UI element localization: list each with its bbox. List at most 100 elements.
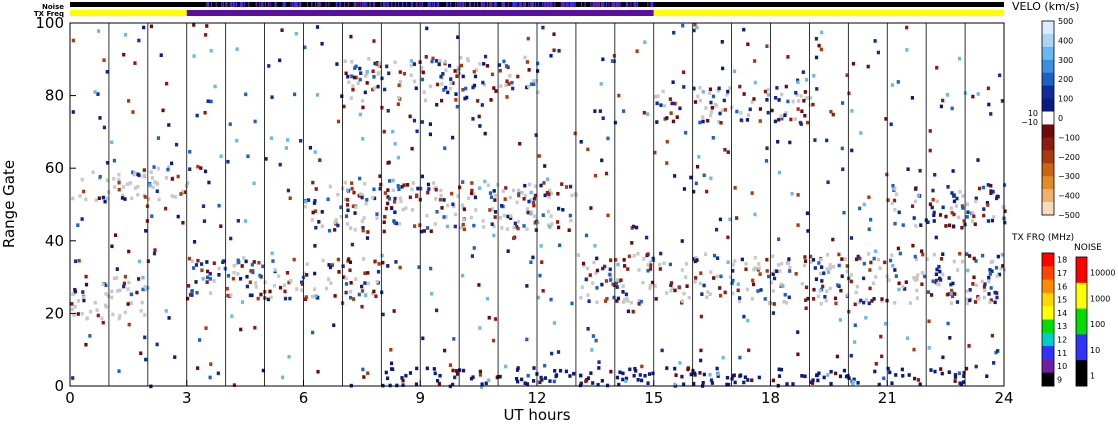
scatter-cell [670, 286, 674, 291]
scatter-cell [736, 288, 740, 293]
scatter-cell [330, 263, 335, 267]
scatter-cell [906, 336, 910, 340]
noise-fleck [387, 2, 389, 7]
scatter-cell [697, 155, 701, 159]
scatter-cell [586, 293, 590, 298]
scatter-cell [958, 251, 962, 256]
scatter-cell [442, 215, 446, 219]
noise-fleck [339, 2, 341, 7]
scatter-cell [278, 162, 282, 167]
scatter-cell [665, 366, 669, 370]
scatter-cell [912, 216, 916, 220]
scatter-cell [598, 109, 602, 113]
scatter-cell [485, 296, 490, 301]
scatter-cell [987, 102, 991, 107]
scatter-cell [532, 203, 536, 208]
scatter-cell [886, 366, 890, 371]
scatter-cell [783, 113, 787, 118]
scatter-cell [811, 102, 815, 107]
scatter-cell [643, 373, 647, 378]
scatter-cell [819, 47, 823, 52]
scatter-cell [655, 120, 659, 124]
scatter-cell [206, 269, 210, 274]
scatter-cell [196, 258, 200, 263]
scatter-cell [482, 225, 486, 229]
scatter-cell [716, 372, 720, 376]
scatter-cell [531, 79, 536, 83]
scatter-cell [669, 281, 674, 285]
scatter-cell [358, 176, 362, 181]
scatter-cell [698, 98, 702, 103]
scatter-cell [961, 194, 965, 198]
scatter-cell [945, 93, 950, 97]
scatter-cell [625, 296, 629, 301]
scatter-cell [532, 366, 536, 370]
scatter-cell [553, 368, 557, 373]
scatter-cell [880, 354, 884, 359]
scatter-cell [477, 186, 482, 190]
scatter-cell [585, 266, 590, 271]
scatter-cell [624, 379, 628, 383]
scatter-cell [393, 220, 397, 225]
scatter-cell [145, 204, 149, 209]
scatter-cell [604, 279, 609, 283]
scatter-cell [504, 364, 508, 369]
scatter-cell [408, 195, 412, 200]
scatter-cell [678, 361, 682, 365]
scatter-cell [410, 208, 415, 212]
scatter-cell [796, 352, 800, 357]
scatter-cell [828, 286, 832, 291]
scatter-cell [621, 284, 625, 288]
scatter-cell [811, 378, 815, 382]
scatter-cell [526, 373, 530, 378]
scatter-cell [449, 81, 453, 85]
scatter-cell [324, 286, 329, 291]
scatter-cell [231, 276, 236, 281]
noise-fleck [386, 2, 388, 7]
scatter-cell [756, 289, 760, 293]
scatter-cell [522, 197, 526, 201]
noise-fleck [650, 2, 652, 7]
velocity-color-swatch [1042, 163, 1054, 177]
scatter-cell [707, 91, 712, 95]
scatter-cell [946, 185, 950, 189]
scatter-cell [692, 257, 696, 261]
scatter-cell [733, 259, 737, 263]
noise-fleck [571, 2, 573, 7]
noise-fleck [567, 2, 569, 7]
scatter-cell [489, 98, 493, 102]
scatter-cell [438, 373, 442, 378]
noise-fleck [359, 2, 361, 7]
scatter-cell [443, 348, 447, 353]
scatter-cell [778, 269, 782, 274]
scatter-cell [115, 276, 119, 280]
noise-fleck [570, 2, 572, 7]
scatter-cell [520, 190, 524, 195]
noise-fleck [573, 2, 575, 7]
scatter-cell [201, 276, 205, 281]
scatter-cell [196, 366, 200, 370]
scatter-cell [192, 240, 197, 244]
scatter-cell [556, 350, 561, 354]
scatter-cell [170, 161, 174, 166]
scatter-cell [717, 120, 721, 124]
scatter-cell [245, 274, 249, 279]
scatter-cell [242, 256, 246, 260]
noise-fleck [601, 2, 603, 7]
scatter-cell [378, 174, 382, 178]
scatter-cell [102, 125, 107, 130]
scatter-cell [195, 113, 199, 118]
scatter-cell [675, 115, 679, 119]
scatter-cell [112, 158, 117, 163]
scatter-cell [311, 210, 315, 215]
noise-fleck [380, 2, 382, 7]
scatter-cell [931, 279, 935, 284]
scatter-cell [808, 254, 813, 259]
scatter-cell [480, 382, 484, 387]
noise-fleck [549, 2, 552, 7]
noise-fleck [562, 2, 564, 7]
scatter-cell [573, 131, 577, 136]
scatter-cell [837, 263, 841, 268]
scatter-cell [420, 77, 425, 82]
